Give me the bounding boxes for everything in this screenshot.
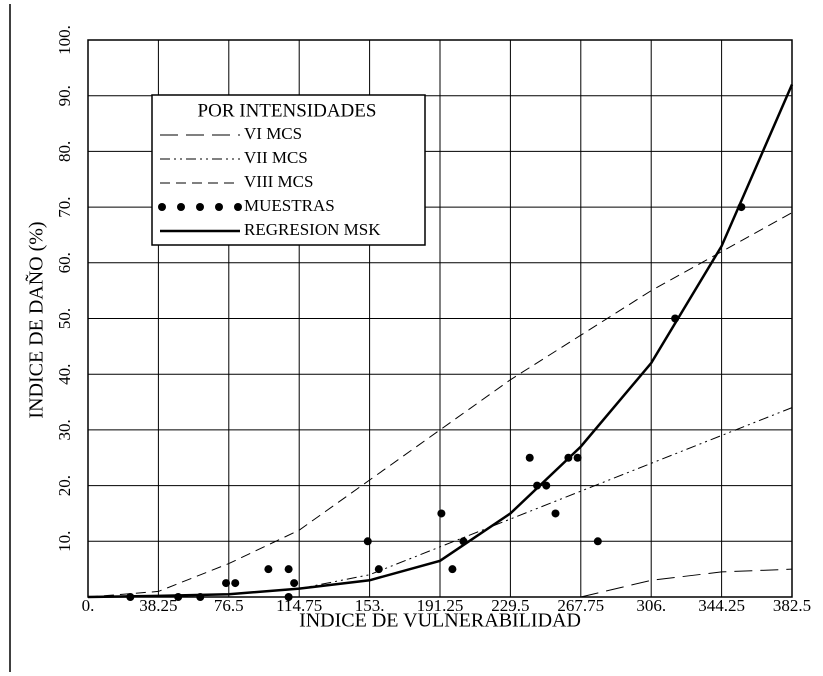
- y-tick-label: 30.: [55, 419, 74, 440]
- sample-point: [448, 565, 457, 574]
- sample-point: [290, 579, 299, 588]
- y-tick-label: 50.: [55, 308, 74, 329]
- line-series: [88, 407, 793, 598]
- legend-label: VII MCS: [244, 148, 308, 167]
- legend-marker: [234, 203, 242, 211]
- line-series: [87, 212, 793, 598]
- x-tick-label: 382.5: [773, 596, 811, 615]
- x-tick-label: 344.25: [698, 596, 745, 615]
- y-axis-title: INDICE DE DAÑO (%): [24, 221, 48, 418]
- x-tick-label: 229.5: [491, 596, 529, 615]
- legend-marker: [196, 203, 204, 211]
- x-tick-label: 38.25: [139, 596, 177, 615]
- sample-point: [284, 593, 293, 601]
- sample-point: [374, 565, 383, 574]
- x-tick-label: 153.: [355, 596, 385, 615]
- sample-point: [222, 579, 231, 588]
- legend-label: REGRESION MSK: [244, 220, 381, 239]
- y-tick-label: 90.: [55, 85, 74, 106]
- x-tick-label: 76.5: [214, 596, 244, 615]
- y-tick-label: 20.: [55, 475, 74, 496]
- sample-point: [363, 537, 372, 546]
- y-tick-label: 70.: [55, 196, 74, 217]
- legend-title: POR INTENSIDADES: [198, 100, 377, 121]
- x-tick-label: 191.25: [417, 596, 464, 615]
- sample-point: [231, 579, 240, 588]
- y-tick-label: 80.: [55, 141, 74, 162]
- sample-point: [437, 509, 446, 518]
- sample-point: [525, 453, 534, 462]
- x-tick-label: 306.: [636, 596, 666, 615]
- y-tick-label: 60.: [55, 252, 74, 273]
- sample-point: [264, 565, 273, 574]
- legend-label: MUESTRAS: [244, 196, 335, 215]
- sample-point: [284, 565, 293, 574]
- sample-point: [573, 453, 582, 462]
- legend-label: VI MCS: [244, 124, 302, 143]
- y-tick-label: 100.: [55, 25, 74, 55]
- legend-marker: [215, 203, 223, 211]
- y-tick-label: 10.: [55, 531, 74, 552]
- y-tick-label: 40.: [55, 364, 74, 385]
- sample-point: [551, 509, 560, 518]
- sample-point: [593, 537, 602, 546]
- sample-point: [542, 481, 551, 490]
- x-tick-label: 267.75: [557, 596, 604, 615]
- legend-marker: [158, 203, 166, 211]
- x-axis-title: INDICE DE VULNERABILIDAD: [299, 610, 581, 632]
- legend-marker: [177, 203, 185, 211]
- legend-label: VIII MCS: [244, 172, 313, 191]
- legend-box: [151, 94, 426, 246]
- x-tick-label: 114.75: [276, 596, 322, 615]
- line-series: [580, 568, 793, 598]
- x-tick-label: 0.: [82, 596, 95, 615]
- line-series: [87, 84, 794, 599]
